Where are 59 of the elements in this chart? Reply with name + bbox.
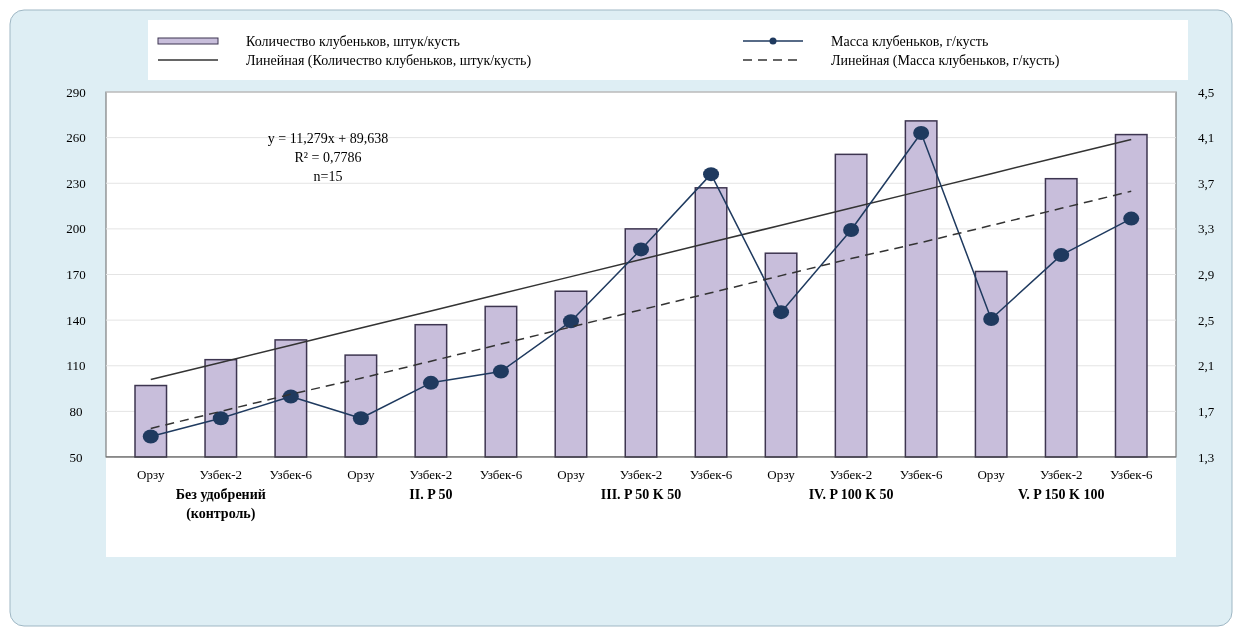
y2-tick-label: 2,9 [1197, 267, 1215, 283]
y2-tick-label: 1,7 [1197, 403, 1215, 419]
x-tick-label: Узбек-6 [1109, 467, 1154, 482]
x-tick-label: Узбек-2 [619, 467, 663, 482]
y-tick-label: 80 [69, 403, 83, 419]
x-tick-label: Орзу [977, 467, 1006, 482]
point [843, 223, 860, 238]
point [773, 305, 790, 320]
y-tick-label: 230 [66, 175, 86, 191]
point [1053, 248, 1070, 263]
y-tick-label: 260 [66, 130, 86, 146]
y2-tick-label: 2,1 [1197, 358, 1215, 374]
x-tick-label: Узбек-2 [1039, 467, 1083, 482]
x-tick-label: Орзу [347, 467, 376, 482]
point [633, 242, 649, 257]
point [212, 411, 229, 426]
x-tick-label: Орзу [767, 467, 796, 482]
y2-tick-label: 4,5 [1197, 84, 1215, 100]
point [142, 429, 159, 444]
point [703, 167, 720, 182]
x-tick-label: Орзу [137, 467, 165, 482]
point [1123, 211, 1140, 226]
y-tick-label: 290 [66, 84, 86, 100]
y2-tick-label: 3,3 [1197, 221, 1215, 237]
x-tick-label: Орзу [557, 467, 586, 482]
x-tick-label: Узбек-2 [409, 467, 453, 482]
point [562, 314, 579, 329]
y-tick-label: 200 [66, 221, 86, 237]
legend-label: Линейная (Масса клубеньков, г/куcть) [831, 52, 1060, 69]
text: III. P 50 K 50 [600, 487, 682, 502]
y2-tick-label: 4,1 [1197, 130, 1215, 146]
legend-label: Линейная (Количество клубеньков, штук/куcть) [246, 52, 532, 69]
x-tick-label: Узбек-6 [689, 467, 733, 482]
x-tick-label: Узбек-2 [199, 467, 243, 482]
legend-label: Масса клубеньков, г/куcть [831, 33, 989, 49]
y-tick-label: 50 [69, 449, 83, 465]
annotation: y = 11,279x + 89,638 [267, 131, 389, 146]
text: Без удобрений (контроль) [175, 487, 266, 522]
point [983, 311, 1000, 326]
annotation: R² = 0,7786 [294, 150, 362, 165]
y2-tick-label: 2,5 [1197, 312, 1215, 328]
point [492, 364, 509, 379]
y2-tick-label: 1,3 [1197, 449, 1215, 465]
annotation: n=15 [313, 169, 343, 184]
legend-label: Количество клубеньков, штук/куcть [246, 33, 460, 49]
text: V. P 150 K 100 [1017, 487, 1105, 502]
text: IV. P 100 K 50 [808, 487, 894, 502]
point [422, 375, 439, 390]
x-tick-label: Узбек-6 [479, 467, 523, 482]
x-tick-label: Узбек-6 [269, 467, 313, 482]
y2-tick-label: 3,7 [1197, 175, 1215, 191]
x-tick-label: Узбек-6 [899, 467, 943, 482]
point [352, 411, 369, 426]
point [913, 126, 930, 141]
y-tick-label: 140 [66, 312, 86, 328]
y-tick-label: 170 [66, 267, 86, 283]
y-tick-label: 110 [66, 358, 86, 374]
text: II. P 50 [409, 487, 453, 502]
x-tick-label: Узбек-2 [829, 467, 873, 482]
